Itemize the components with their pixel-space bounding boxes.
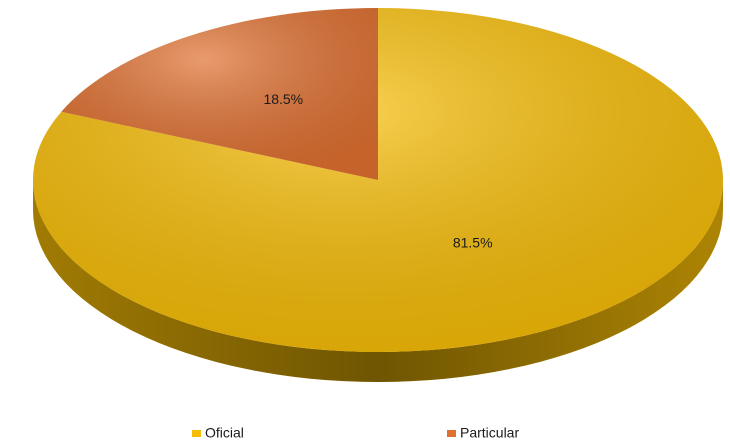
legend-swatch xyxy=(447,430,456,437)
data-label: 81.5% xyxy=(453,235,493,251)
pie-side-shade xyxy=(33,180,723,382)
label-group: 81.5% 18.5% xyxy=(263,91,492,251)
data-label: 18.5% xyxy=(263,91,303,107)
pie-slice-shade xyxy=(61,8,378,180)
pie-slice-shade xyxy=(32,8,724,352)
pie-side-group xyxy=(33,180,723,382)
legend-label: Particular xyxy=(460,425,519,441)
legend: Oficial Particular xyxy=(192,425,519,441)
legend-label: Oficial xyxy=(205,425,244,441)
legend-swatch xyxy=(192,430,201,437)
pie-top-group xyxy=(32,8,724,352)
